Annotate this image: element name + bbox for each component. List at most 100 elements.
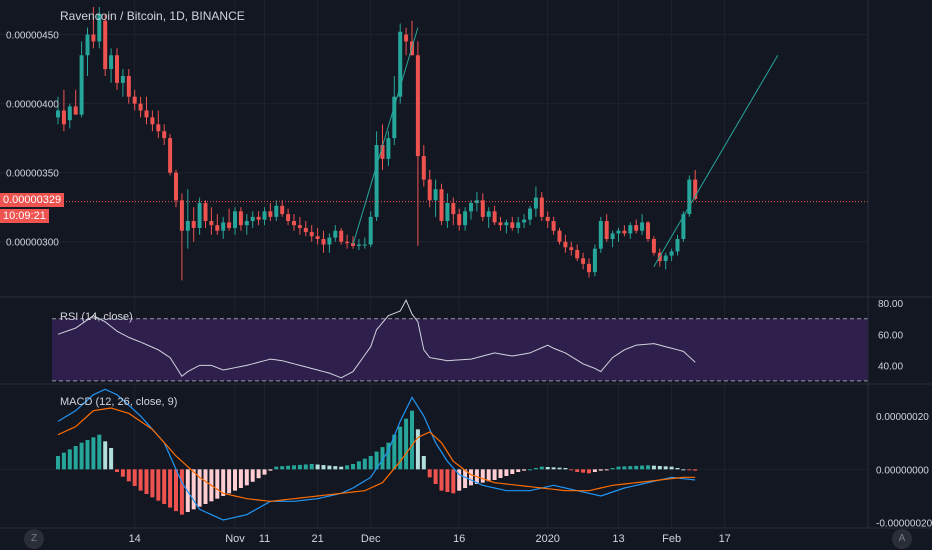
macd-histogram-bar xyxy=(498,469,503,478)
trend-line xyxy=(653,55,779,267)
macd-histogram-bar xyxy=(286,465,291,470)
axes xyxy=(0,0,932,529)
candle-body xyxy=(380,145,385,159)
macd-histogram-bar xyxy=(315,464,320,470)
rsi-tick-label: 60.00 xyxy=(878,330,903,341)
candle xyxy=(687,175,692,217)
candle-body xyxy=(646,222,650,239)
candle xyxy=(604,214,609,242)
candle-body xyxy=(510,222,515,228)
candle-body xyxy=(115,55,119,83)
macd-histogram-bar xyxy=(663,466,668,470)
candle-body xyxy=(85,34,90,56)
candle xyxy=(598,216,603,253)
macd-histogram-bar xyxy=(569,469,574,471)
candle xyxy=(203,200,208,228)
time-tick-label: Feb xyxy=(662,533,681,545)
candle xyxy=(115,48,119,90)
candle xyxy=(97,6,102,49)
candle xyxy=(61,89,66,132)
macd-histogram-bar xyxy=(469,469,473,486)
candle-body xyxy=(150,117,155,125)
candle-body xyxy=(356,244,361,246)
candle-body xyxy=(286,214,291,222)
candle-body xyxy=(321,238,326,245)
candle-body xyxy=(67,106,72,121)
candle-body xyxy=(539,197,544,217)
candle-body xyxy=(244,221,249,226)
candle xyxy=(439,183,444,226)
macd-histogram-bar xyxy=(634,465,639,470)
time-tick-label: 21 xyxy=(311,533,323,545)
candle xyxy=(463,207,468,231)
candle-body xyxy=(221,222,226,231)
time-tick-label: Nov xyxy=(225,533,245,545)
rsi-line xyxy=(57,298,696,379)
candle xyxy=(356,238,361,251)
candle xyxy=(474,192,479,212)
macd-histogram-bar xyxy=(368,456,373,470)
candle xyxy=(150,110,155,132)
candle-body xyxy=(197,203,202,228)
candle-body xyxy=(404,34,409,42)
candle-body xyxy=(592,248,597,273)
candle xyxy=(398,23,403,104)
macd-histogram-bar xyxy=(79,442,84,470)
candle xyxy=(545,211,550,228)
candle xyxy=(162,124,167,146)
candle-body xyxy=(274,205,279,217)
candle xyxy=(628,222,633,239)
macd-histogram-bar xyxy=(356,461,361,470)
candle xyxy=(209,207,214,235)
candle-body xyxy=(392,96,397,139)
candle xyxy=(286,208,291,226)
macd-histogram-bar xyxy=(628,466,633,470)
macd-tick-label: 0.00000000 xyxy=(876,465,929,476)
candle xyxy=(551,216,556,235)
candle xyxy=(250,211,255,228)
macd-histogram-bar xyxy=(528,469,532,471)
time-tick-label: 14 xyxy=(129,533,141,545)
macd-histogram-bar xyxy=(646,465,650,470)
auto-scale-button[interactable]: A xyxy=(892,529,912,549)
candle xyxy=(339,227,344,245)
candle-body xyxy=(215,225,220,231)
macd-histogram-bar xyxy=(433,469,438,484)
candle-body xyxy=(516,222,521,228)
macd-histogram-bar xyxy=(539,466,544,470)
candle-body xyxy=(492,211,497,223)
macd-histogram-bar xyxy=(191,469,196,510)
macd-tick-label: 0.00000020 xyxy=(876,412,929,423)
macd-histogram-bar xyxy=(398,426,403,470)
candle xyxy=(557,227,562,245)
macd-histogram-bar xyxy=(103,441,108,470)
zoom-reset-button[interactable]: Z xyxy=(24,529,44,549)
macd-histogram-bar xyxy=(404,418,409,470)
macd-histogram-bar xyxy=(457,469,462,491)
candle xyxy=(575,244,580,262)
macd-histogram-bar xyxy=(421,456,426,470)
candle-body xyxy=(227,222,232,228)
macd-tick-label: -0.00000020 xyxy=(876,519,932,530)
macd-histogram-bar xyxy=(445,469,450,492)
candle xyxy=(610,230,615,248)
macd-histogram-bar xyxy=(669,466,674,470)
candle-body xyxy=(604,221,609,239)
candle-body xyxy=(681,214,686,239)
candle xyxy=(469,200,473,220)
macd-histogram-bar xyxy=(168,469,173,508)
candle-body xyxy=(191,221,196,228)
candle xyxy=(581,252,586,270)
candle xyxy=(675,234,680,256)
candle xyxy=(303,221,308,237)
macd-histogram-bar xyxy=(97,434,102,470)
candle-body xyxy=(309,232,314,237)
macd-histogram-bar xyxy=(345,465,350,470)
rsi-tick-label: 40.00 xyxy=(878,361,903,372)
macd-histogram-bar xyxy=(333,466,338,470)
candle-body xyxy=(97,13,102,42)
candle xyxy=(56,96,60,125)
candle-body xyxy=(398,31,403,97)
